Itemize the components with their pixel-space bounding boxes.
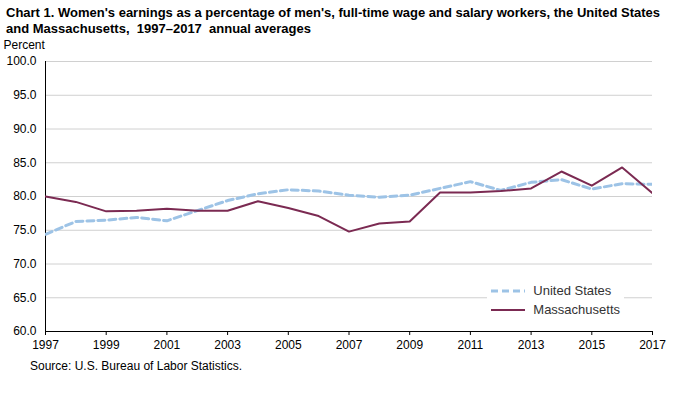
svg-text:2017: 2017 <box>639 338 666 352</box>
svg-text:2003: 2003 <box>214 338 241 352</box>
svg-text:60.0: 60.0 <box>13 324 37 338</box>
svg-text:2001: 2001 <box>154 338 181 352</box>
svg-text:85.0: 85.0 <box>13 156 37 170</box>
svg-text:1997: 1997 <box>32 338 59 352</box>
svg-text:1999: 1999 <box>93 338 120 352</box>
svg-text:2015: 2015 <box>578 338 605 352</box>
html-text:Chart 1. Women's earnings as a: Chart 1. Women's earnings as a percentag… <box>6 5 664 36</box>
svg-text:2007: 2007 <box>336 338 363 352</box>
svg-text:2013: 2013 <box>518 338 545 352</box>
svg-text:95.0: 95.0 <box>13 88 37 102</box>
svg-text:75.0: 75.0 <box>13 223 37 237</box>
svg-text:2005: 2005 <box>275 338 302 352</box>
html-text:Massachusetts: Massachusetts <box>533 302 620 317</box>
svg-text:100.0: 100.0 <box>6 54 36 68</box>
svg-text:65.0: 65.0 <box>13 291 37 305</box>
html-text:United States: United States <box>533 283 612 298</box>
svg-text:90.0: 90.0 <box>13 122 37 136</box>
svg-text:2009: 2009 <box>396 338 423 352</box>
svg-text:Percent: Percent <box>4 38 46 52</box>
svg-text:80.0: 80.0 <box>13 189 37 203</box>
svg-text:70.0: 70.0 <box>13 257 37 271</box>
svg-text:2011: 2011 <box>457 338 483 352</box>
html-text:Source: U.S. Bureau of Labor S: Source: U.S. Bureau of Labor Statistics. <box>30 359 243 373</box>
